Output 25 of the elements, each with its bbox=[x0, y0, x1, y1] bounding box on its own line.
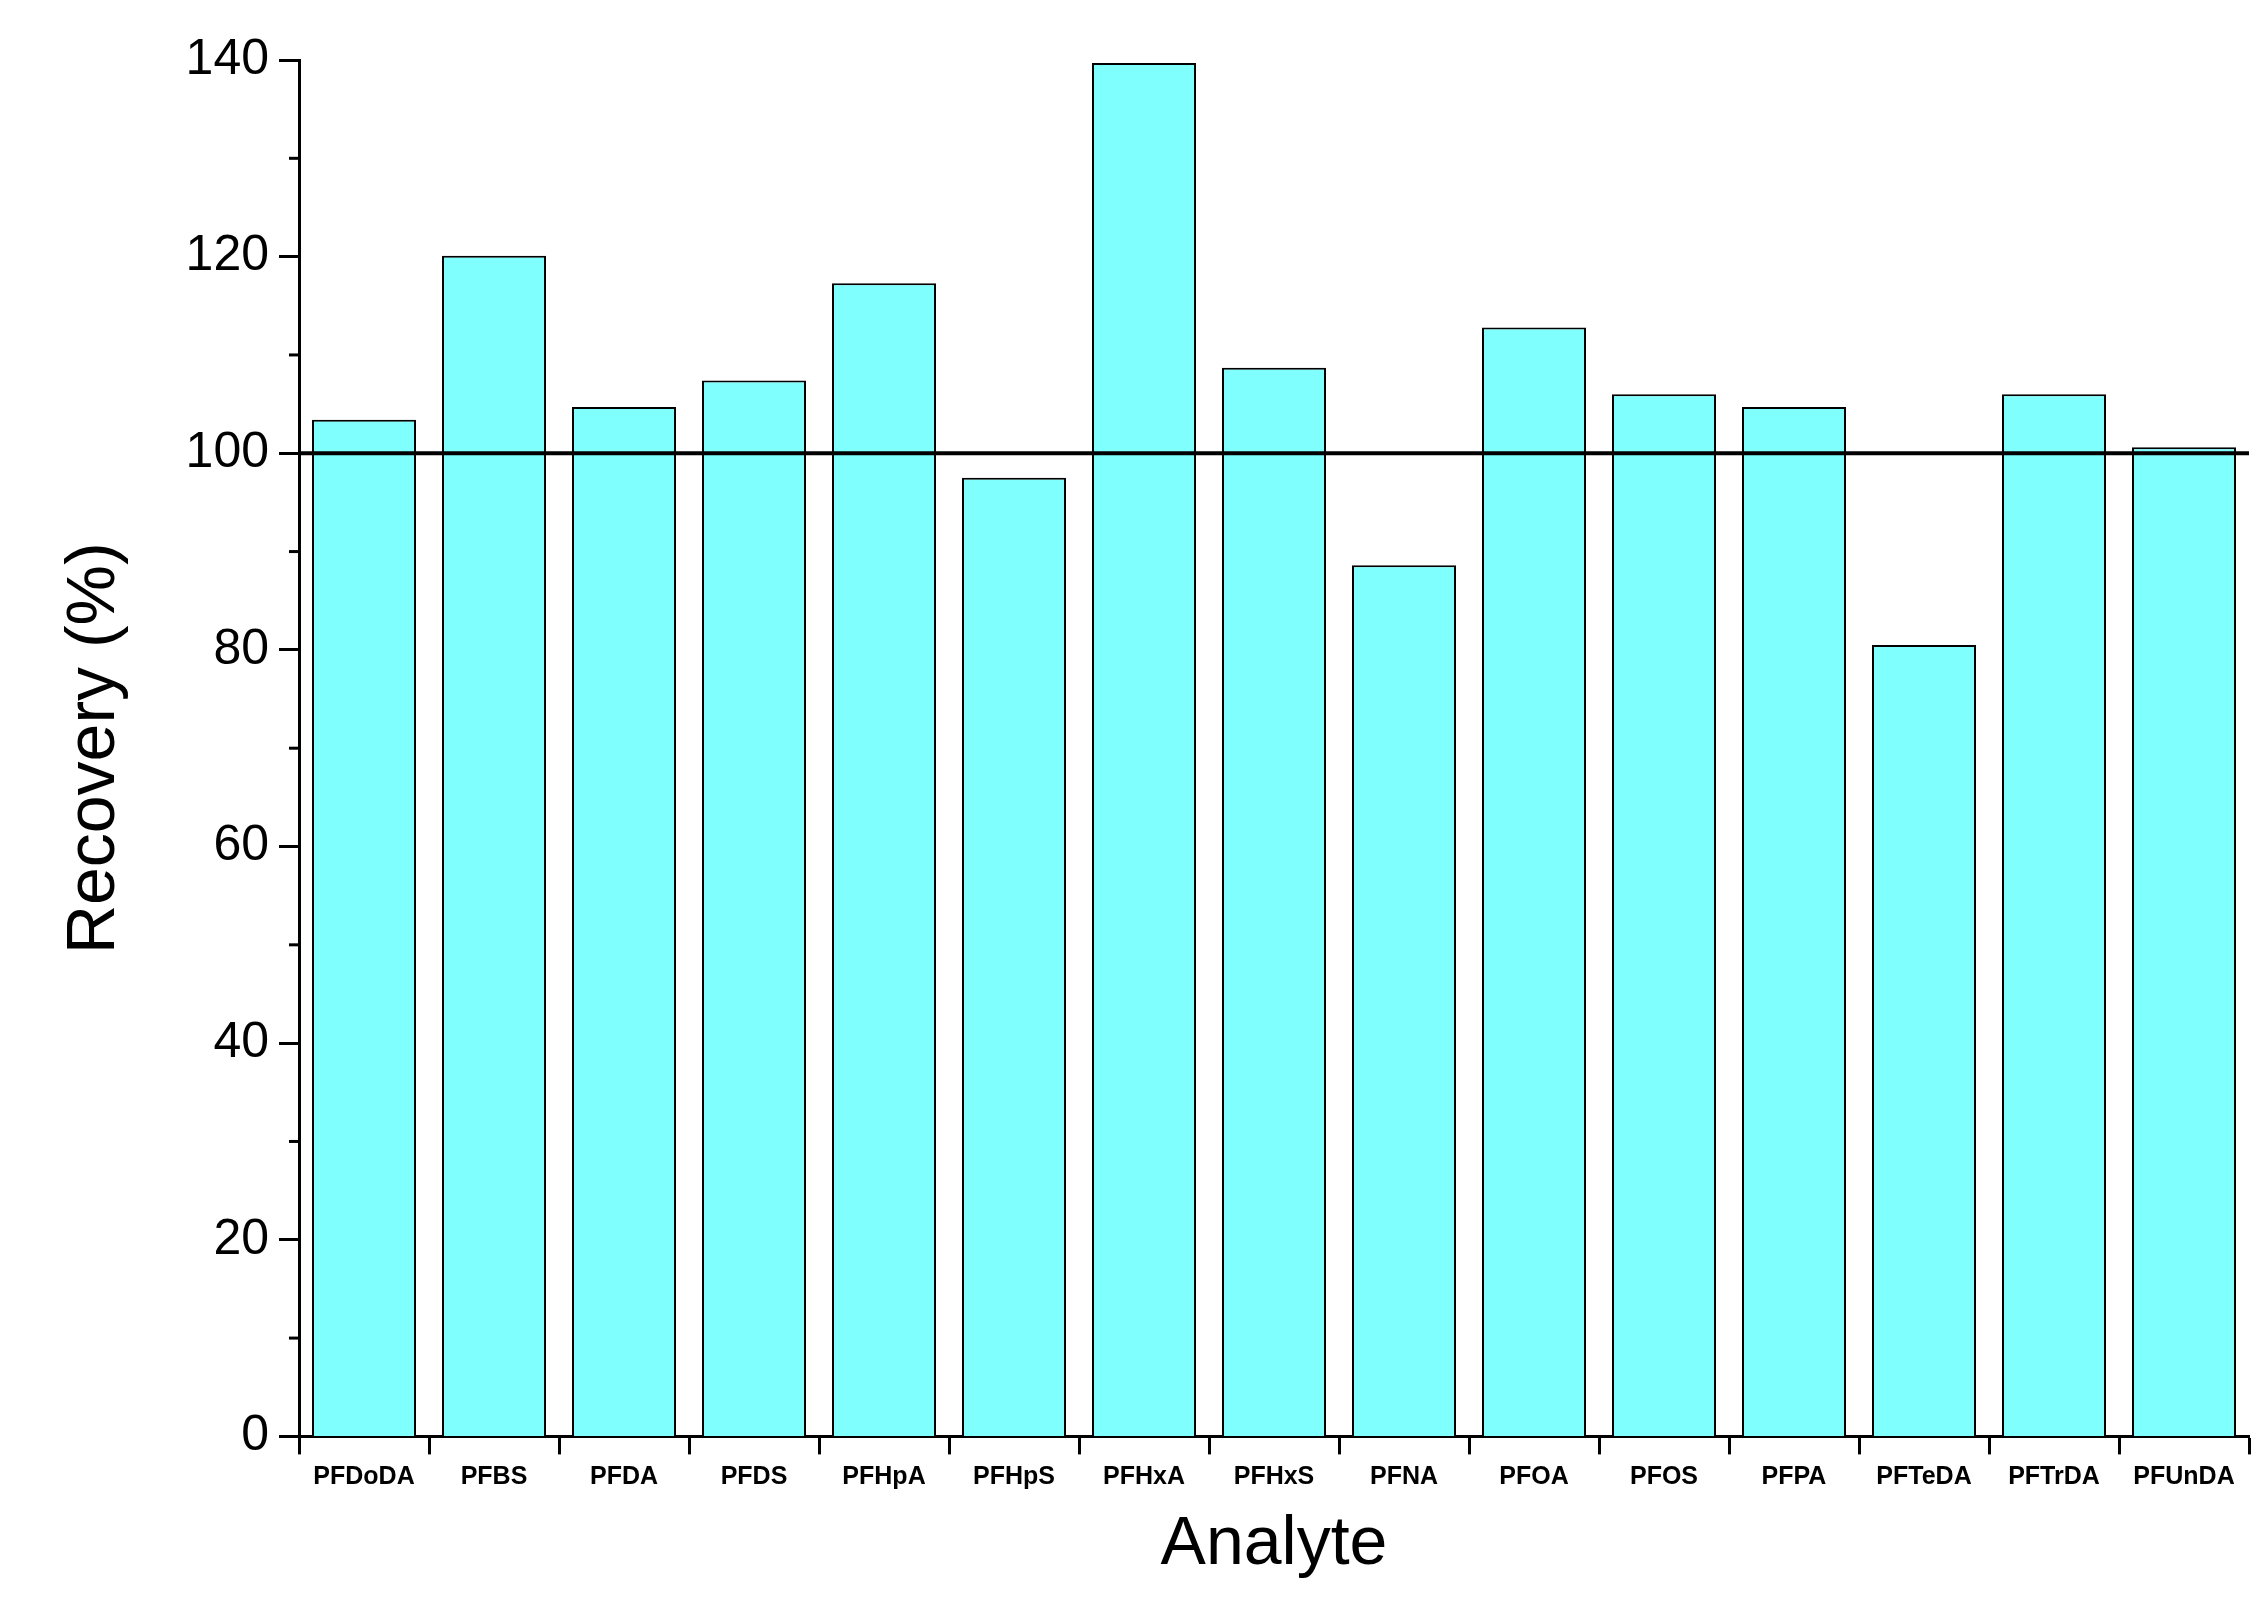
x-tick-label: PFBS bbox=[460, 1461, 528, 1490]
x-tick-label: PFHpS bbox=[973, 1461, 1055, 1490]
x-tick-label: PFDoDA bbox=[313, 1461, 415, 1490]
x-tick-label: PFOA bbox=[1499, 1461, 1569, 1490]
x-tick-label: PFDS bbox=[720, 1461, 788, 1490]
x-tick-label: PFHxS bbox=[1233, 1461, 1315, 1490]
x-tick-label: PFNA bbox=[1369, 1461, 1439, 1490]
x-tick-label: PFTrDA bbox=[2008, 1461, 2100, 1490]
y-tick-label: 120 bbox=[185, 225, 270, 282]
x-tick-label: PFUnDA bbox=[2133, 1461, 2235, 1490]
y-tick-label: 140 bbox=[185, 28, 270, 85]
y-tick-label: 60 bbox=[213, 815, 270, 872]
y-tick-label: 80 bbox=[213, 618, 270, 675]
y-axis-title: Recovery (%) bbox=[51, 542, 128, 955]
x-tick-label: PFOS bbox=[1629, 1461, 1699, 1490]
y-tick-label: 40 bbox=[213, 1011, 270, 1068]
x-axis-title: Analyte bbox=[1160, 1501, 1388, 1578]
x-tick-label: PFHpA bbox=[842, 1461, 926, 1490]
y-tick-label: 100 bbox=[185, 422, 270, 479]
x-tick-label: PFTeDA bbox=[1876, 1461, 1972, 1490]
x-tick-label: PFHxA bbox=[1103, 1461, 1185, 1490]
y-tick-label: 0 bbox=[241, 1405, 270, 1462]
x-tick-label: PFPA bbox=[1761, 1461, 1827, 1490]
x-tick-label: PFDA bbox=[589, 1461, 659, 1490]
y-tick-label: 20 bbox=[213, 1208, 270, 1265]
